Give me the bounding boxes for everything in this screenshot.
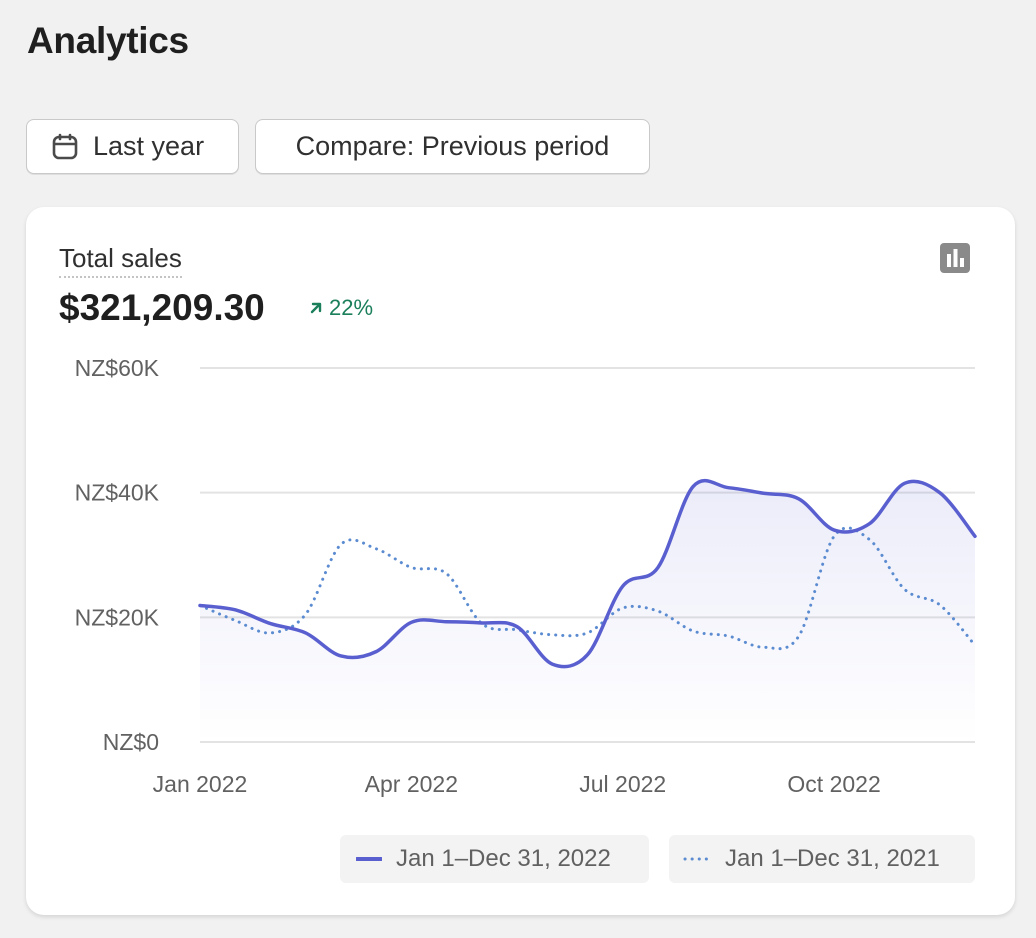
page-title: Analytics <box>27 20 189 61</box>
x-tick-label: Jan 2022 <box>153 771 248 797</box>
y-tick-label: NZ$60K <box>75 355 160 381</box>
legend-item-previous[interactable]: Jan 1–Dec 31, 2021 <box>669 835 975 883</box>
x-tick-label: Jul 2022 <box>579 771 666 797</box>
y-tick-label: NZ$40K <box>75 480 160 506</box>
solid-line-swatch <box>356 856 382 862</box>
bar-chart-icon[interactable] <box>940 243 970 273</box>
series-line-current[interactable] <box>198 478 977 669</box>
compare-label: Compare: Previous period <box>295 131 610 161</box>
y-tick-label: NZ$0 <box>103 729 159 755</box>
metric-change: 22% <box>309 295 373 321</box>
x-tick-label: Oct 2022 <box>787 771 880 797</box>
series-area-current <box>200 480 975 742</box>
compare-button[interactable]: Compare: Previous period <box>255 119 650 174</box>
total-sales-card: Total sales $321,209.30 22% NZ$60K NZ$ <box>26 207 1015 915</box>
metric-value: $321,209.30 <box>59 287 265 328</box>
date-range-button[interactable]: Last year <box>26 119 239 174</box>
y-tick-label: NZ$20K <box>75 604 160 630</box>
arrow-up-right-icon <box>309 301 323 315</box>
x-tick-label: Apr 2022 <box>365 771 458 797</box>
metric-change-value: 22% <box>329 295 374 320</box>
legend-label-current: Jan 1–Dec 31, 2022 <box>396 845 611 872</box>
date-range-label: Last year <box>93 131 205 161</box>
sales-line-chart: NZ$60K NZ$40K NZ$20K NZ$0 Jan 2022 Apr 2022 Ju… <box>75 355 977 797</box>
calendar-icon <box>51 133 79 161</box>
legend-label-previous: Jan 1–Dec 31, 2021 <box>725 845 940 872</box>
legend-item-current[interactable]: Jan 1–Dec 31, 2022 <box>340 835 649 883</box>
metric-label[interactable]: Total sales <box>59 243 182 278</box>
dotted-line-swatch <box>683 856 711 862</box>
